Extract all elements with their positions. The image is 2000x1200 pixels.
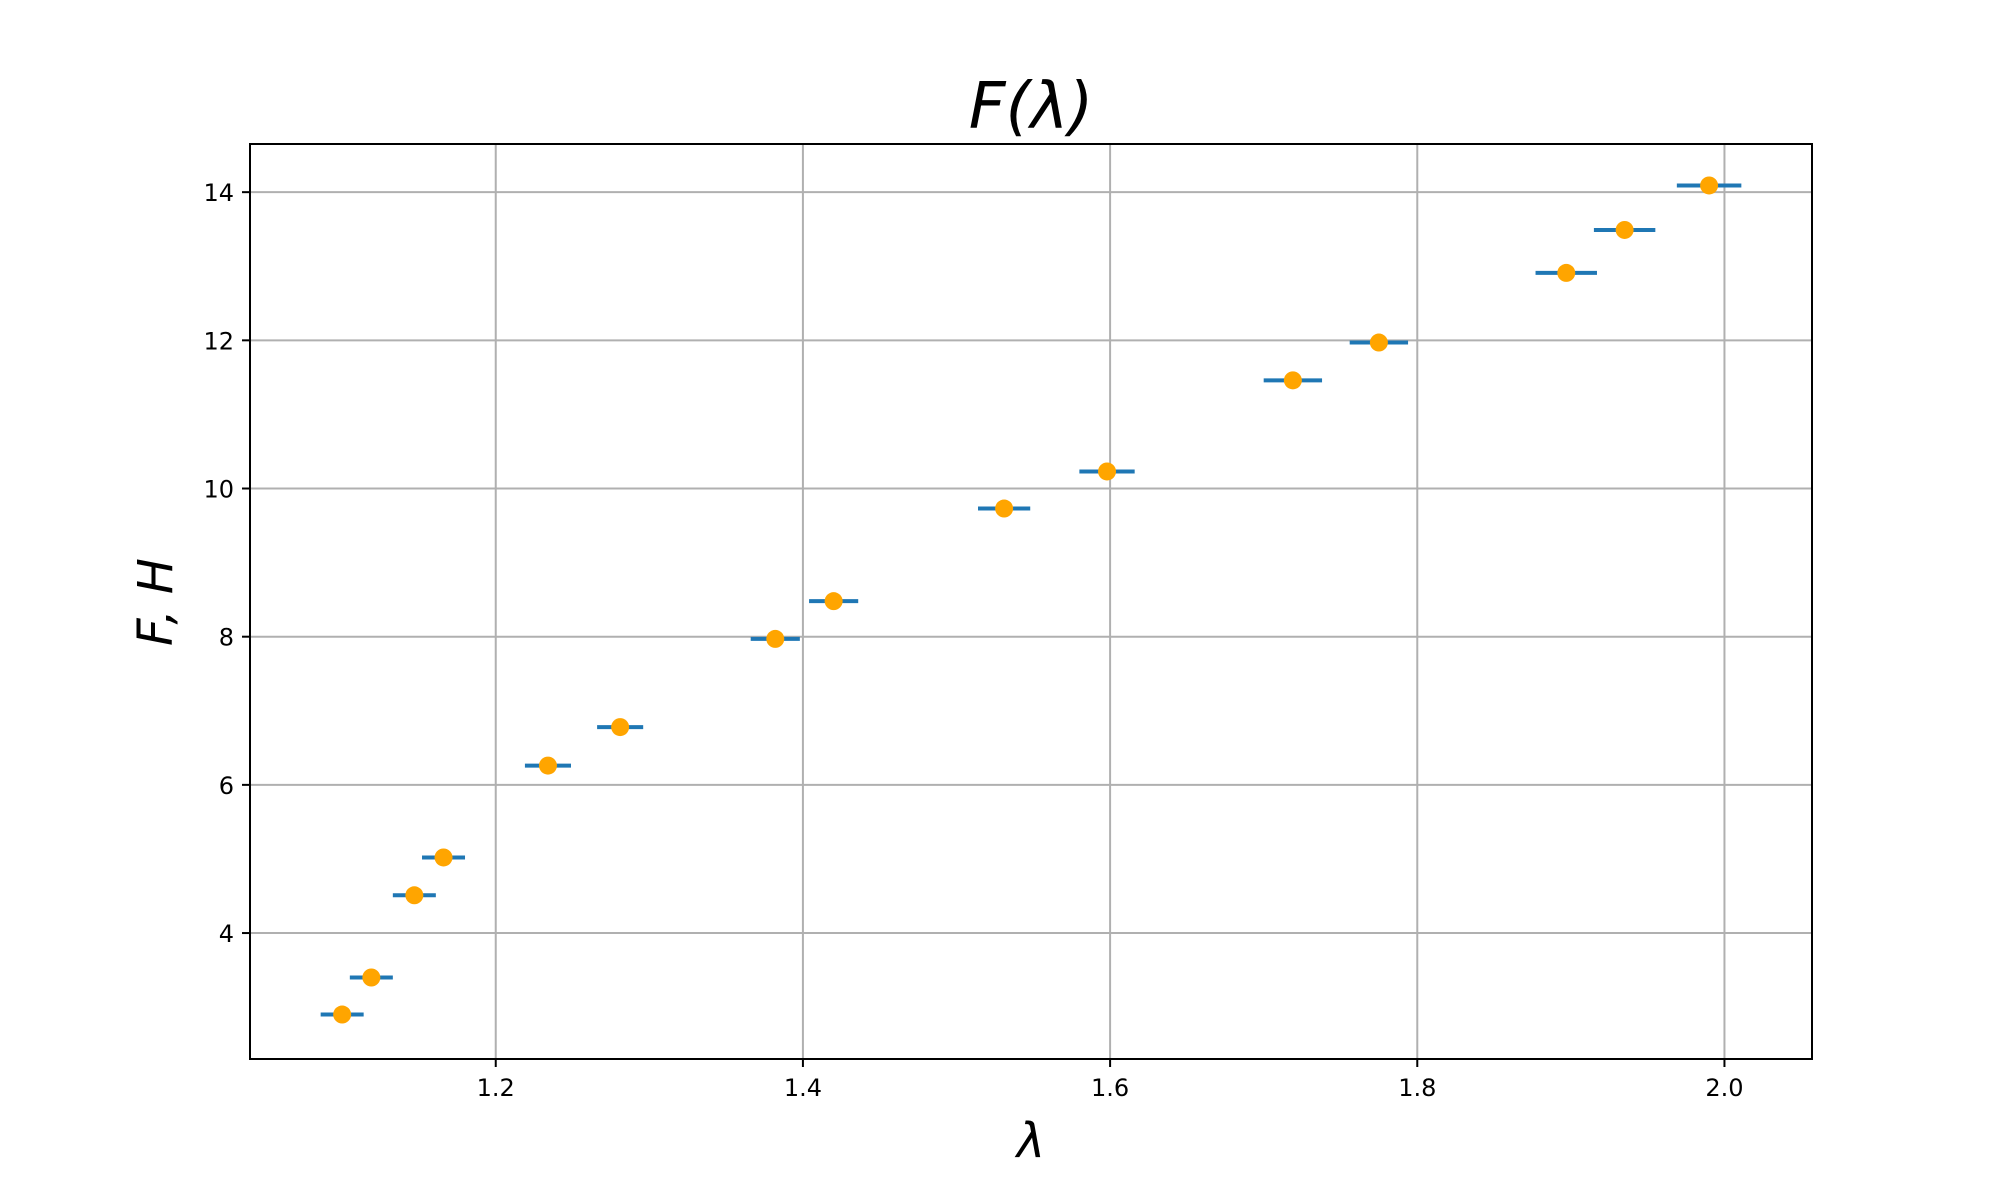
data-point bbox=[333, 1005, 352, 1024]
data-point bbox=[995, 499, 1014, 518]
y-tick-label: 12 bbox=[203, 327, 234, 355]
data-point bbox=[824, 592, 843, 611]
data-point bbox=[766, 629, 785, 648]
y-tick-label: 10 bbox=[203, 476, 234, 504]
x-tick-label: 1.2 bbox=[477, 1074, 515, 1102]
data-point bbox=[611, 718, 630, 737]
data-point bbox=[1098, 462, 1117, 481]
data-point bbox=[434, 848, 453, 867]
x-tick-label: 2.0 bbox=[1705, 1074, 1743, 1102]
data-markers bbox=[320, 176, 1742, 1024]
plot-frame bbox=[249, 143, 1813, 1060]
data-point bbox=[1283, 371, 1302, 390]
x-tick-label: 1.6 bbox=[1091, 1074, 1129, 1102]
y-tick-label: 4 bbox=[219, 920, 234, 948]
x-tick-label: 1.4 bbox=[784, 1074, 822, 1102]
data-point bbox=[538, 756, 557, 775]
y-tick-label: 6 bbox=[219, 772, 234, 800]
chart-title: F(λ) bbox=[969, 70, 1094, 144]
grid bbox=[250, 144, 1812, 1059]
data-point bbox=[1615, 220, 1634, 239]
y-axis-label: F, H bbox=[128, 558, 184, 646]
y-tick-label: 8 bbox=[219, 624, 234, 652]
y-tick-label: 14 bbox=[203, 179, 234, 207]
axis-ticks: 1.2 1.4 1.6 1.8 2.0 4 6 8 10 12 14 bbox=[203, 179, 1743, 1102]
data-point bbox=[1369, 333, 1388, 352]
data-point bbox=[1557, 263, 1576, 282]
x-axis-label: λ bbox=[1014, 1113, 1045, 1169]
data-point bbox=[1700, 176, 1719, 195]
data-point bbox=[362, 968, 381, 987]
x-tick-label: 1.8 bbox=[1398, 1074, 1436, 1102]
data-point bbox=[405, 886, 424, 905]
